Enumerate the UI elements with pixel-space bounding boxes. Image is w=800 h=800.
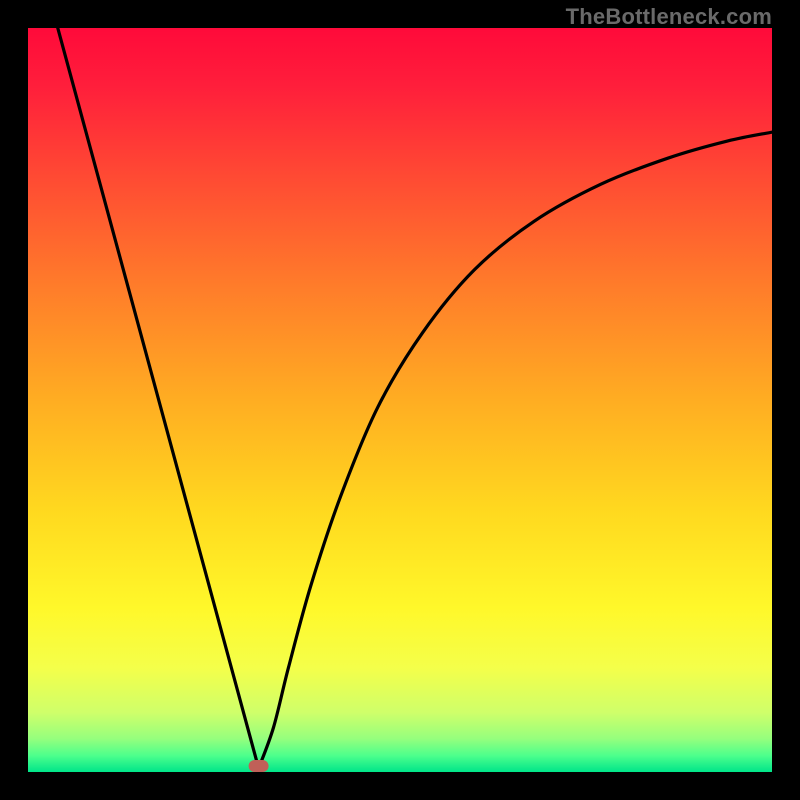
bottleneck-curve <box>28 28 772 772</box>
chart-frame: TheBottleneck.com <box>0 0 800 800</box>
curve-right-branch <box>259 132 772 768</box>
min-point-marker <box>248 760 269 772</box>
curve-left-branch <box>58 28 259 768</box>
watermark-text: TheBottleneck.com <box>566 4 772 30</box>
plot-area <box>28 28 772 772</box>
